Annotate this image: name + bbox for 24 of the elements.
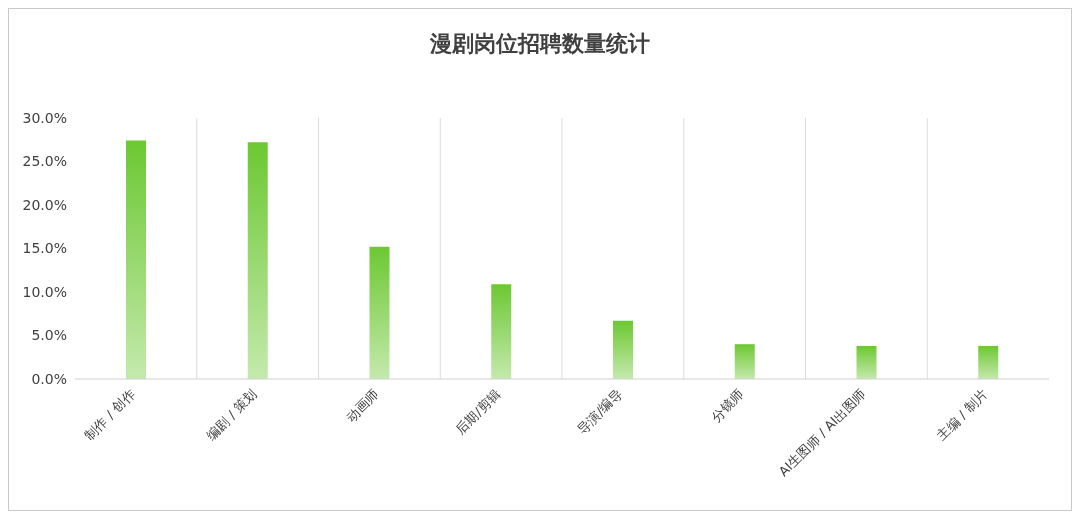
bar (856, 345, 877, 379)
x-tick-label: 导演/编导 (574, 386, 625, 437)
y-tick-label: 25.0% (22, 153, 67, 170)
bar (247, 142, 268, 379)
y-tick-label: 0.0% (31, 370, 67, 387)
y-tick-label: 20.0% (22, 196, 67, 213)
y-tick-label: 5.0% (31, 327, 67, 344)
y-tick-label: 30.0% (22, 109, 67, 126)
x-tick-label: 主编 / 制片 (933, 386, 991, 443)
x-tick-label: 动画师 (343, 386, 382, 425)
bar (734, 344, 755, 379)
x-tick-label: 制作 / 创作 (81, 386, 138, 443)
bar (126, 140, 146, 379)
bar (613, 320, 633, 379)
chart-title: 漫剧岗位招聘数量统计 (429, 30, 651, 58)
bar (369, 246, 390, 379)
x-tick-label: 后期/剪辑 (452, 386, 504, 437)
bar (978, 345, 999, 379)
y-tick-label: 15.0% (22, 240, 67, 257)
x-tick-label: 编剧 / 策划 (203, 386, 260, 443)
x-tick-label: AI生图师 / AI出图师 (775, 386, 869, 480)
bar (491, 284, 512, 379)
x-tick-label: 分镜师 (708, 386, 747, 425)
y-tick-label: 10.0% (22, 283, 67, 300)
